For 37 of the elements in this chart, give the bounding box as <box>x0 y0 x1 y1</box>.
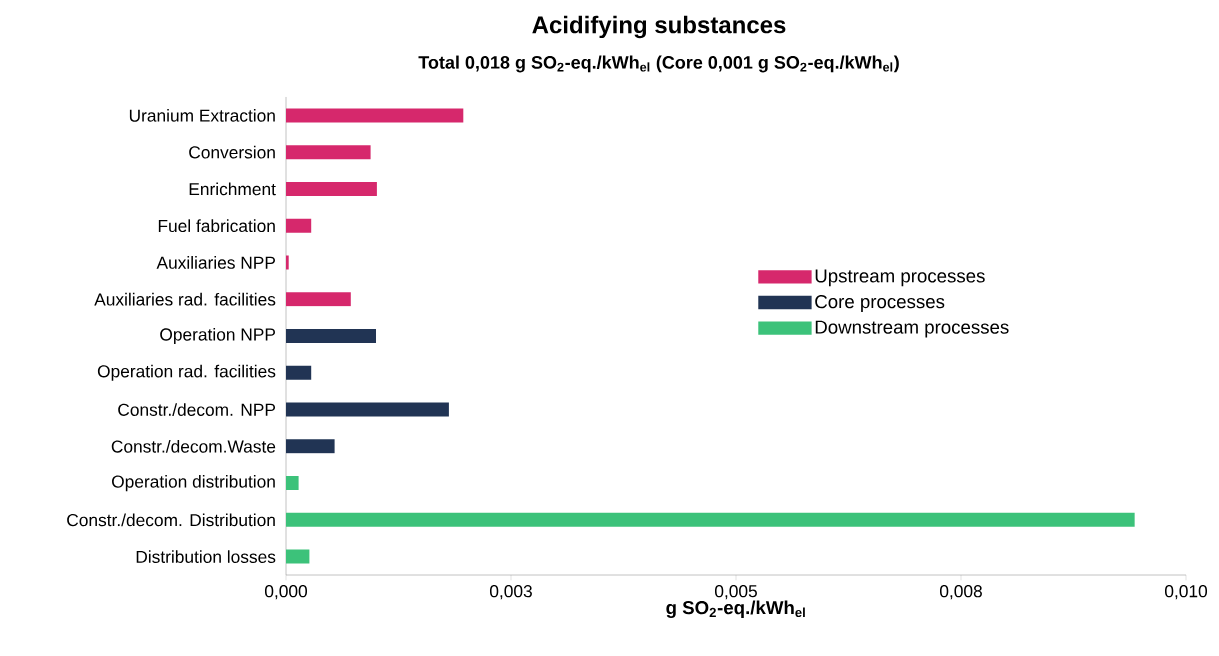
bar <box>286 512 1135 527</box>
y-tick-label: Auxiliaries NPP <box>156 256 275 269</box>
x-tick-label: 0,008 <box>939 585 982 600</box>
chart-title: Acidifying substances <box>532 15 786 39</box>
bar <box>286 365 312 380</box>
y-tick-label: Operation rad. facilities <box>97 364 276 381</box>
y-tick-label: Distribution losses <box>136 550 276 563</box>
legend-label: Downstream processes <box>815 320 1009 338</box>
y-tick-label: Constr./decom. NPP <box>118 403 276 416</box>
x-tick-label: 0,003 <box>489 585 532 600</box>
y-tick-label: Constr./decom.Waste <box>111 439 276 453</box>
legend-label: Upstream processes <box>815 269 985 287</box>
bar <box>286 145 371 160</box>
legend-label: Core processes <box>815 295 945 312</box>
bar <box>286 439 335 454</box>
bar <box>286 181 377 196</box>
y-tick-label: Fuel fabrication <box>158 219 275 233</box>
x-tick-label: 0,000 <box>264 585 308 600</box>
y-tick-label: Uranium Extraction <box>129 109 275 122</box>
x-tick-label: 0,010 <box>1165 585 1208 600</box>
bar <box>286 218 312 233</box>
bar <box>286 255 289 270</box>
bar <box>286 402 449 417</box>
text: Total 0,018 g SO$_{2}$-eq./kWh$_{el}$ (Core 0,001 g SO$_{2}$-eq./kWh$_{el}$) <box>418 55 899 73</box>
y-tick-label: Enrichment <box>189 182 276 196</box>
x-tick-label: 0,005 <box>714 585 757 600</box>
y-tick-label: Constr./decom. Distribution <box>67 513 275 527</box>
y-tick-label: Operation distribution <box>112 474 275 492</box>
bar <box>286 292 351 307</box>
bar <box>286 329 377 343</box>
bar <box>286 549 310 564</box>
bar <box>286 108 464 123</box>
y-tick-label: Operation NPP <box>160 327 276 345</box>
bar <box>286 476 299 491</box>
y-tick-label: Conversion <box>189 145 275 159</box>
x-axis-title: g SO$_{2}$-eq./kWh$_{el}$ <box>666 600 805 618</box>
y-tick-label: Auxiliaries rad. facilities <box>94 292 276 306</box>
